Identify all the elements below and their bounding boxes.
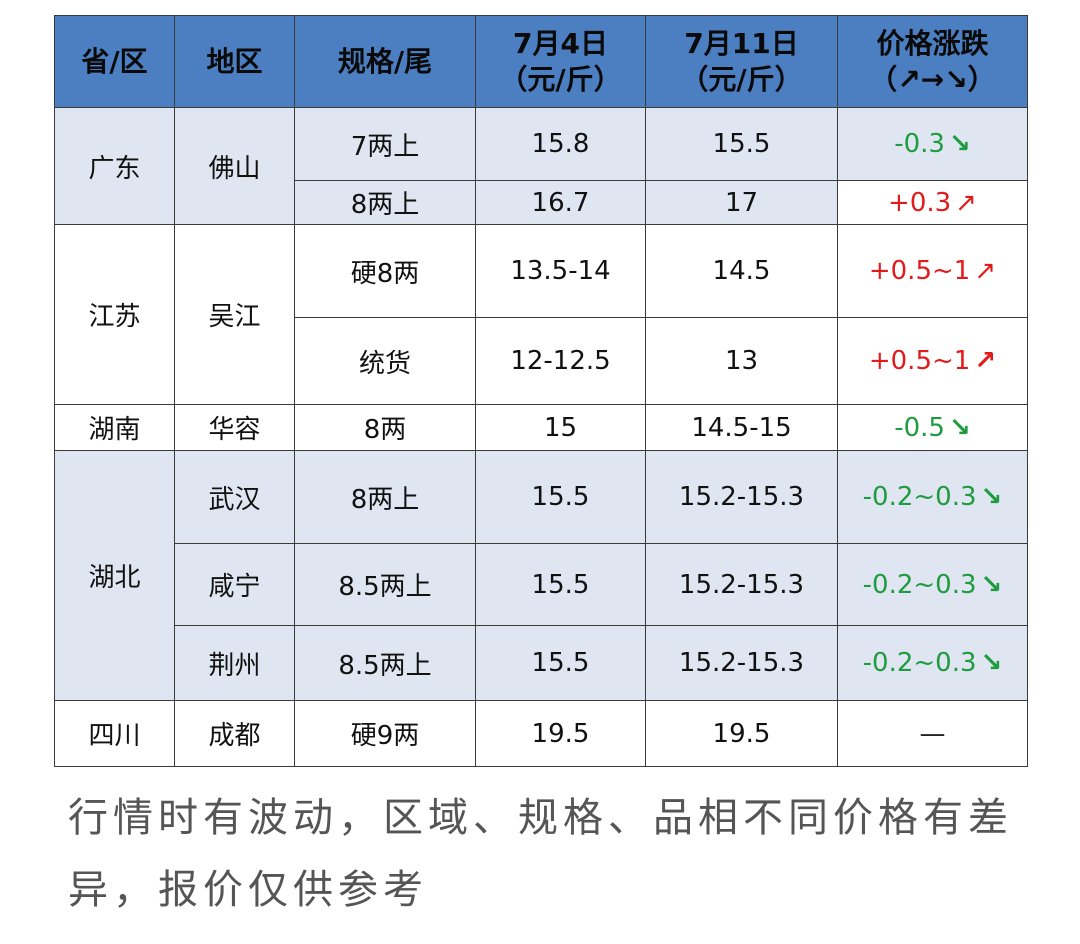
change-value: -0.2~0.3: [862, 482, 977, 512]
down-right-arrow-icon: ↘: [980, 648, 1003, 678]
price-date1-cell: 15.8: [475, 107, 646, 181]
price-date1-cell: 19.5: [475, 700, 646, 767]
region-cell: 华容: [174, 404, 295, 451]
spec-cell: 硬8两: [294, 224, 476, 318]
change-cell: +0.3 ↗: [837, 180, 1028, 225]
price-date2-cell: 15.2-15.3: [645, 450, 838, 544]
down-right-arrow-icon: ↘: [980, 482, 1003, 512]
change-cell: -0.2~0.3 ↘: [837, 543, 1028, 626]
change-cell: -0.2~0.3 ↘: [837, 450, 1028, 544]
header-province: 省/区: [54, 15, 175, 108]
spec-cell: 7两上: [294, 107, 476, 181]
change-cell: +0.5~1 ↗: [837, 224, 1028, 318]
change-value: +0.5~1: [868, 346, 971, 376]
spec-cell: 8.5两上: [294, 625, 476, 701]
spec-cell: 硬9两: [294, 700, 476, 767]
header-spec: 规格/尾: [294, 15, 476, 108]
price-date2-cell: 15.2-15.3: [645, 543, 838, 626]
change-cell: —: [837, 700, 1028, 767]
header-date1-label: 7月4日: [513, 26, 608, 60]
up-right-arrow-icon: ↗: [974, 346, 997, 376]
spec-cell: 8两上: [294, 450, 476, 544]
down-right-arrow-icon: ↘: [948, 129, 971, 159]
region-cell: 武汉: [174, 450, 295, 544]
price-date1-cell: 15.5: [475, 543, 646, 626]
price-date2-cell: 15.2-15.3: [645, 625, 838, 701]
spec-cell: 8两: [294, 404, 476, 451]
province-cell: 湖南: [54, 404, 175, 451]
header-change-label: 价格涨跌: [876, 26, 989, 60]
header-date2: 7月11日 （元/斤）: [645, 15, 838, 108]
price-date2-cell: 14.5: [645, 224, 838, 318]
table-row: 湖南 华容 8两 15 14.5-15 -0.5 ↘: [54, 404, 1028, 451]
header-change: 价格涨跌 （↗→↘）: [837, 15, 1028, 108]
province-cell: 湖北: [54, 450, 175, 701]
change-value: +0.5~1: [868, 256, 971, 286]
header-date1-unit: （元/斤）: [499, 62, 622, 96]
table-row: 湖北 武汉 8两上 15.5 15.2-15.3 -0.2~0.3 ↘: [54, 450, 1028, 701]
table-row: 统货 12-12.5 13 +0.5~1 ↗: [55, 317, 1028, 405]
region-cell: 成都: [174, 700, 295, 767]
change-value: -0.2~0.3: [862, 648, 977, 678]
change-cell: -0.5 ↘: [837, 404, 1028, 451]
header-change-legend: （↗→↘）: [869, 62, 996, 96]
change-value: -0.5: [894, 412, 945, 443]
table-row: 荆州 8.5两上 15.5 15.2-15.3 -0.2~0.3 ↘: [55, 625, 1028, 701]
header-date2-label: 7月11日: [684, 26, 799, 60]
down-right-arrow-icon: ↘: [980, 569, 1003, 600]
table-row: 四川 成都 硬9两 19.5 19.5 —: [54, 700, 1028, 767]
table-row: 咸宁 8.5两上 15.5 15.2-15.3 -0.2~0.3 ↘: [55, 543, 1028, 626]
spec-cell: 8两上: [294, 180, 476, 225]
change-cell: -0.3 ↘: [837, 107, 1028, 181]
change-cell: -0.2~0.3 ↘: [837, 625, 1028, 701]
table-row: 8两上 16.7 17 +0.3 ↗: [55, 180, 1028, 225]
price-date2-cell: 15.5: [645, 107, 838, 181]
change-value: +0.3: [888, 187, 952, 218]
province-cell: 江苏: [54, 224, 175, 405]
region-cell: 荆州: [174, 625, 295, 701]
price-table: 省/区 地区 规格/尾 7月4日 （元/斤） 7月11日 （元/斤） 价格涨跌 …: [54, 15, 1028, 767]
footnote-disclaimer: 行情时有波动，区域、规格、品相不同价格有差异，报价仅供参考: [68, 795, 1013, 913]
province-cell: 广东: [54, 107, 175, 225]
table-row: 广东 佛山 7两上 15.8 15.5 -0.3 ↘: [54, 107, 1028, 225]
header-date2-unit: （元/斤）: [680, 62, 803, 96]
up-right-arrow-icon: ↗: [974, 256, 997, 286]
header-region: 地区: [174, 15, 295, 108]
province-cell: 四川: [54, 700, 175, 767]
price-date1-cell: 15.5: [475, 450, 646, 544]
header-row: 省/区 地区 规格/尾 7月4日 （元/斤） 7月11日 （元/斤） 价格涨跌 …: [54, 15, 1028, 108]
region-cell: 吴江: [174, 224, 295, 405]
spec-cell: 8.5两上: [294, 543, 476, 626]
spec-cell: 统货: [294, 317, 476, 405]
down-right-arrow-icon: ↘: [948, 412, 971, 443]
price-date2-cell: 14.5-15: [645, 404, 838, 451]
change-cell: +0.5~1 ↗: [837, 317, 1028, 405]
table-row: 江苏 吴江 硬8两 13.5-14 14.5 +0.5~1 ↗: [54, 224, 1028, 405]
no-change-dash-icon: —: [919, 718, 946, 749]
price-date1-cell: 13.5-14: [475, 224, 646, 318]
price-date1-cell: 15.5: [475, 625, 646, 701]
price-date2-cell: 19.5: [645, 700, 838, 767]
price-date1-cell: 12-12.5: [475, 317, 646, 405]
price-date2-cell: 13: [645, 317, 838, 405]
price-date2-cell: 17: [645, 180, 838, 225]
header-date1: 7月4日 （元/斤）: [475, 15, 646, 108]
price-date1-cell: 15: [475, 404, 646, 451]
region-cell: 咸宁: [174, 543, 295, 626]
change-value: -0.2~0.3: [862, 569, 977, 600]
up-right-arrow-icon: ↗: [955, 187, 977, 218]
price-date1-cell: 16.7: [475, 180, 646, 225]
change-value: -0.3: [894, 129, 945, 159]
region-cell: 佛山: [174, 107, 295, 225]
